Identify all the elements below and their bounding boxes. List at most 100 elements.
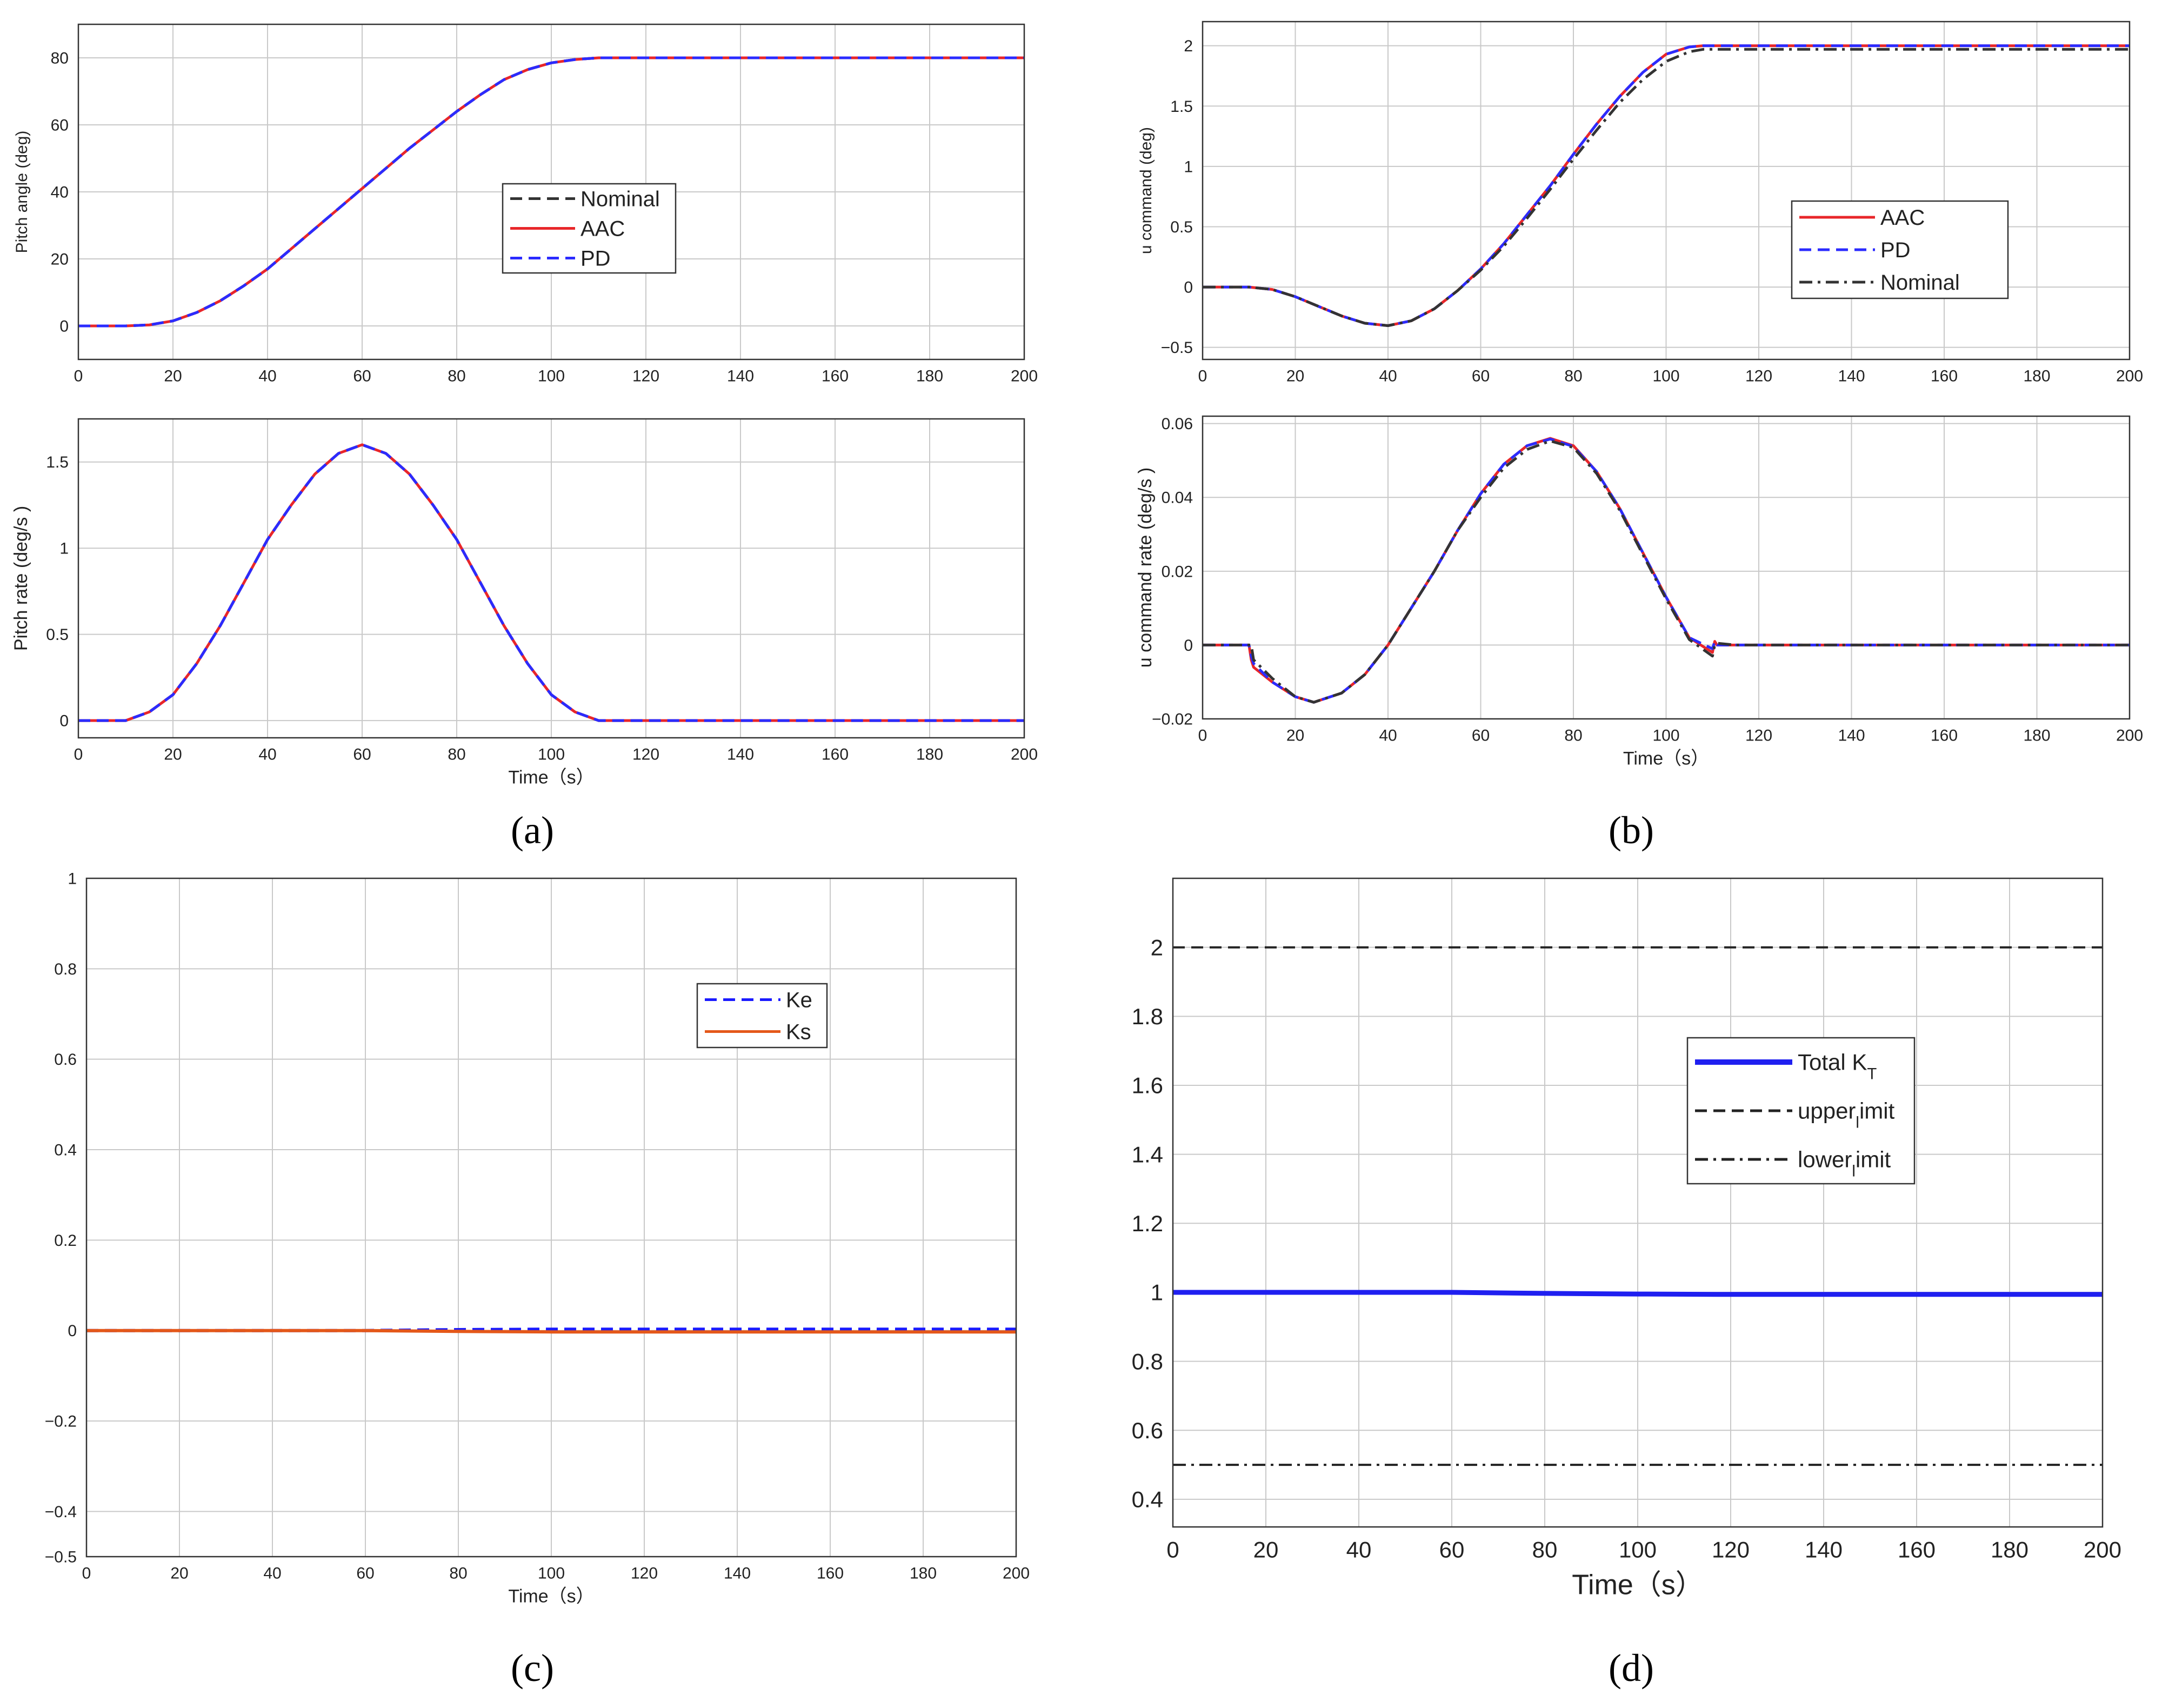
- y-tick-label: 2: [1184, 37, 1193, 55]
- y-tick-label: 0: [59, 318, 69, 336]
- series-line-a_bottom-aac: [78, 443, 1024, 722]
- plot-frame-d: [1172, 877, 2104, 1528]
- x-tick-label: 100: [538, 746, 565, 764]
- y-tick-label: 1.4: [1132, 1142, 1163, 1167]
- x-tick-label: 60: [1472, 368, 1490, 385]
- caption-a: (a): [511, 809, 554, 852]
- y-tick-label: 1.5: [46, 453, 69, 471]
- y-tick-label: 0.5: [1170, 218, 1193, 236]
- x-tick-label: 140: [1805, 1537, 1843, 1563]
- plot-frame-b_bottom: [1202, 415, 2131, 720]
- caption-b: (b): [1609, 809, 1654, 852]
- y-tick-label: 2: [1151, 935, 1163, 960]
- x-tick-label: 60: [1439, 1537, 1465, 1563]
- x-tick-label: 20: [1286, 368, 1304, 385]
- x-tick-label: 20: [164, 746, 182, 764]
- legend-label: PD: [580, 247, 611, 271]
- legend-c: Ke Ks: [696, 983, 828, 1049]
- y-tick-label: 0.4: [1132, 1487, 1163, 1512]
- y-tick-label: 0: [68, 1322, 77, 1340]
- legend-a_top: Nominal AAC PD: [502, 183, 677, 274]
- x-tick-label: 40: [263, 1565, 281, 1583]
- x-tick-label: 120: [1745, 368, 1772, 385]
- x-tick-label: 0: [1166, 1537, 1179, 1563]
- x-tick-label: 160: [1931, 727, 1958, 745]
- x-tick-label: 80: [1564, 727, 1582, 745]
- x-tick-label: 200: [2116, 727, 2143, 745]
- chart-a_top: 0 20 40 60 80 100 120 140 160 180 200 0 20 40 60 80 Pitc…: [13, 23, 1038, 385]
- x-tick-label: 180: [2023, 727, 2050, 745]
- y-tick-label: 80: [51, 50, 69, 68]
- x-tick-label: 200: [1003, 1565, 1030, 1583]
- y-tick-label: 0.8: [54, 960, 77, 978]
- x-tick-label: 180: [1991, 1537, 2028, 1563]
- y-tick-label: 0: [1184, 637, 1193, 655]
- x-tick-label: 120: [632, 746, 659, 764]
- x-tick-label: 200: [2084, 1537, 2121, 1563]
- x-tick-label: 0: [74, 368, 83, 385]
- plot-frame-c: [85, 877, 1017, 1558]
- y-tick-label: 1: [59, 540, 69, 558]
- chart-a_bottom: 0 20 40 60 80 100 120 140 160 180 200 0 0.5 1 1.5 Time（…: [11, 418, 1038, 788]
- series-line-b_bottom-pd: [1203, 437, 2130, 704]
- x-tick-label: 160: [1931, 368, 1958, 385]
- plot-frame-a_top: [77, 23, 1025, 361]
- x-tick-label: 180: [916, 368, 943, 385]
- y-tick-label: 0.5: [46, 626, 69, 644]
- x-tick-label: 0: [74, 746, 83, 764]
- x-tick-label: 40: [1346, 1537, 1372, 1563]
- y-tick-label: −0.2: [45, 1413, 77, 1431]
- y-tick-label: 1.2: [1132, 1211, 1163, 1236]
- x-tick-label: 160: [822, 746, 849, 764]
- legend-label: AAC: [1880, 206, 1925, 230]
- series-line-a_top-pd: [78, 56, 1024, 328]
- x-tick-label: 20: [1253, 1537, 1279, 1563]
- x-tick-label: 100: [538, 1565, 565, 1583]
- y-axis-label: u command rate (deg/s ): [1135, 468, 1156, 668]
- legend-label: AAC: [580, 217, 625, 241]
- x-tick-label: 140: [724, 1565, 751, 1583]
- x-tick-label: 20: [1286, 727, 1304, 745]
- legend-box: [696, 983, 828, 1049]
- legend-b_top: AAC PD Nominal: [1791, 200, 2009, 299]
- y-tick-label: 1.5: [1170, 98, 1193, 116]
- caption-c: (c): [511, 1646, 554, 1690]
- x-tick-label: 100: [1619, 1537, 1657, 1563]
- x-tick-label: 200: [1011, 746, 1038, 764]
- legend-label: Ke: [786, 989, 812, 1012]
- y-tick-label: 1.8: [1132, 1004, 1163, 1029]
- plot-frame-a_bottom: [77, 418, 1025, 739]
- x-tick-label: 160: [817, 1565, 844, 1583]
- y-tick-label: 0: [1184, 279, 1193, 297]
- x-tick-label: 180: [910, 1565, 937, 1583]
- x-tick-label: 160: [1898, 1537, 1936, 1563]
- y-tick-label: −0.5: [45, 1549, 77, 1566]
- x-tick-label: 180: [2023, 368, 2050, 385]
- x-tick-label: 100: [538, 368, 565, 385]
- x-tick-label: 0: [1198, 727, 1207, 745]
- x-tick-label: 200: [2116, 368, 2143, 385]
- x-tick-label: 0: [1198, 368, 1207, 385]
- x-tick-label: 100: [1652, 727, 1679, 745]
- x-tick-label: 60: [1472, 727, 1490, 745]
- y-tick-label: 20: [51, 251, 69, 269]
- y-tick-label: 0.02: [1162, 563, 1193, 581]
- y-tick-label: 1.6: [1132, 1073, 1163, 1098]
- x-tick-label: 80: [448, 746, 465, 764]
- series-line-d-total-k: [1173, 1290, 2103, 1297]
- legend-label: PD: [1880, 238, 1911, 262]
- y-tick-label: 0.2: [54, 1232, 77, 1250]
- x-tick-label: 0: [82, 1565, 91, 1583]
- y-tick-label: 0.4: [54, 1142, 77, 1159]
- y-tick-label: 1: [1151, 1280, 1163, 1305]
- y-tick-label: 0.8: [1132, 1349, 1163, 1374]
- x-tick-label: 60: [353, 368, 371, 385]
- x-tick-label: 160: [822, 368, 849, 385]
- chart-c: 0 20 40 60 80 100 120 140 160 180 200 −0.5 −0.4 −0.2 0…: [45, 870, 1030, 1607]
- x-axis-label: Time（s）: [1572, 1569, 1704, 1600]
- x-tick-label: 200: [1011, 368, 1038, 385]
- chart-b_top: 0 20 40 60 80 100 120 140 160 180 200 −0.5 0 0.5 1 1.5 2…: [1137, 21, 2143, 385]
- x-tick-label: 140: [727, 368, 754, 385]
